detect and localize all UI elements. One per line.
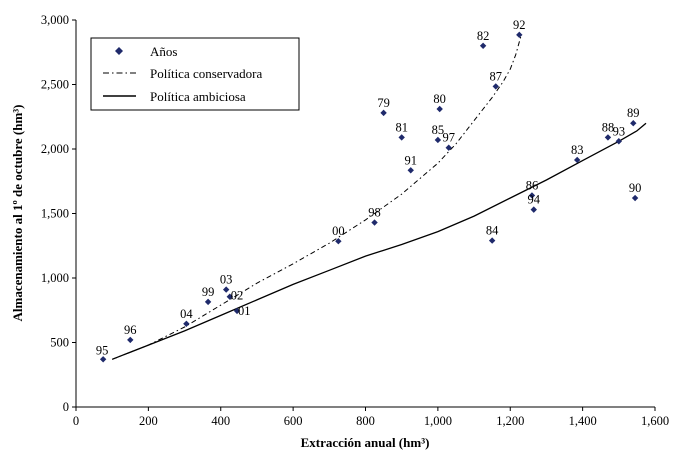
data-point-label: 80 bbox=[433, 92, 446, 106]
data-point-marker bbox=[434, 136, 442, 144]
data-point-marker bbox=[371, 219, 378, 226]
data-point-marker bbox=[233, 307, 241, 315]
data-point-marker bbox=[380, 109, 387, 117]
x-tick-label: 200 bbox=[139, 414, 158, 428]
data-point-label: 81 bbox=[395, 120, 408, 134]
legend-label-years: Años bbox=[150, 44, 177, 59]
data-point-label: 84 bbox=[486, 224, 499, 238]
data-point-marker bbox=[204, 298, 212, 306]
x-tick-label: 1,200 bbox=[496, 414, 524, 428]
data-point-label: 90 bbox=[629, 181, 642, 195]
data-point-label: 93 bbox=[613, 124, 626, 138]
legend-label-ambitious: Política ambiciosa bbox=[150, 89, 246, 104]
legend: Años Política conservadora Política ambi… bbox=[90, 37, 300, 111]
data-point-label: 82 bbox=[477, 29, 490, 43]
data-point-marker bbox=[604, 134, 612, 141]
x-tick-label: 0 bbox=[73, 414, 79, 428]
data-point-label: 99 bbox=[202, 285, 215, 299]
y-tick-label: 500 bbox=[50, 336, 69, 350]
data-point-label: 83 bbox=[571, 143, 584, 157]
data-point-marker bbox=[99, 356, 107, 363]
data-point-label: 03 bbox=[220, 273, 233, 287]
axes: 0 200 400 600 800 1,000 1,200 1,400 1,60005001,0… bbox=[41, 13, 669, 428]
data-point-label: 94 bbox=[528, 193, 541, 207]
data-point-marker bbox=[127, 336, 134, 344]
data-point-marker bbox=[488, 237, 496, 244]
data-point-marker bbox=[436, 105, 443, 113]
conservative-policy-curve bbox=[112, 35, 522, 360]
y-tick-label: 1,000 bbox=[41, 271, 69, 285]
data-point-marker bbox=[407, 167, 414, 174]
data-point-marker bbox=[398, 134, 405, 141]
legend-label-conservative: Política conservadora bbox=[150, 66, 262, 81]
data-point-label: 96 bbox=[124, 323, 137, 337]
x-tick-label: 1,000 bbox=[424, 414, 452, 428]
data-point-marker bbox=[630, 120, 637, 127]
x-tick-label: 1,400 bbox=[569, 414, 597, 428]
data-point-marker bbox=[530, 206, 537, 213]
data-point-label: 89 bbox=[627, 106, 640, 120]
y-tick-label: 3,000 bbox=[41, 13, 69, 27]
ambitious-policy-curve bbox=[111, 122, 647, 360]
data-point-label: 87 bbox=[490, 69, 503, 83]
data-point-marker bbox=[445, 144, 452, 151]
x-tick-label: 600 bbox=[284, 414, 303, 428]
data-point-label: 04 bbox=[180, 307, 193, 321]
data-point-marker bbox=[492, 83, 499, 90]
x-tick-label: 800 bbox=[356, 414, 375, 428]
y-axis-title: Almacenamiento al 1º de octubre (hm³) bbox=[10, 104, 25, 321]
data-point-marker bbox=[226, 293, 233, 300]
data-point-marker bbox=[335, 238, 342, 245]
data-point-marker bbox=[615, 138, 623, 145]
data-point-label: 86 bbox=[526, 178, 539, 192]
data-point-marker bbox=[528, 192, 536, 199]
legend-diamond-marker bbox=[115, 47, 123, 55]
data-point-marker bbox=[631, 194, 639, 202]
x-axis-title: Extracción anual (hm³) bbox=[301, 435, 430, 450]
data-point-marker bbox=[573, 156, 581, 164]
data-point-label: 91 bbox=[404, 153, 417, 167]
data-point-label: 79 bbox=[377, 96, 390, 110]
x-tick-label: 1,600 bbox=[641, 414, 669, 428]
y-tick-label: 2,000 bbox=[41, 142, 69, 156]
data-point-label: 01 bbox=[238, 304, 251, 318]
data-point-label: 85 bbox=[432, 123, 445, 137]
fitted-curves bbox=[111, 35, 647, 360]
data-point-marker bbox=[516, 31, 523, 39]
data-point-label: 97 bbox=[442, 131, 455, 145]
data-point-label: 00 bbox=[332, 224, 345, 238]
data-point-label: 02 bbox=[231, 289, 244, 303]
data-point-label: 98 bbox=[368, 206, 381, 220]
data-point-marker bbox=[479, 42, 487, 49]
legend-box bbox=[90, 37, 300, 111]
data-point-label: 92 bbox=[513, 18, 526, 32]
x-tick-label: 400 bbox=[211, 414, 230, 428]
data-point-label: 95 bbox=[96, 343, 109, 357]
data-point-marker bbox=[183, 320, 190, 327]
y-tick-label: 1,500 bbox=[41, 207, 69, 221]
data-point-label: 88 bbox=[602, 120, 615, 134]
data-point-marker bbox=[222, 286, 230, 293]
y-tick-label: 2,500 bbox=[41, 78, 69, 92]
y-tick-label: 0 bbox=[63, 400, 69, 414]
